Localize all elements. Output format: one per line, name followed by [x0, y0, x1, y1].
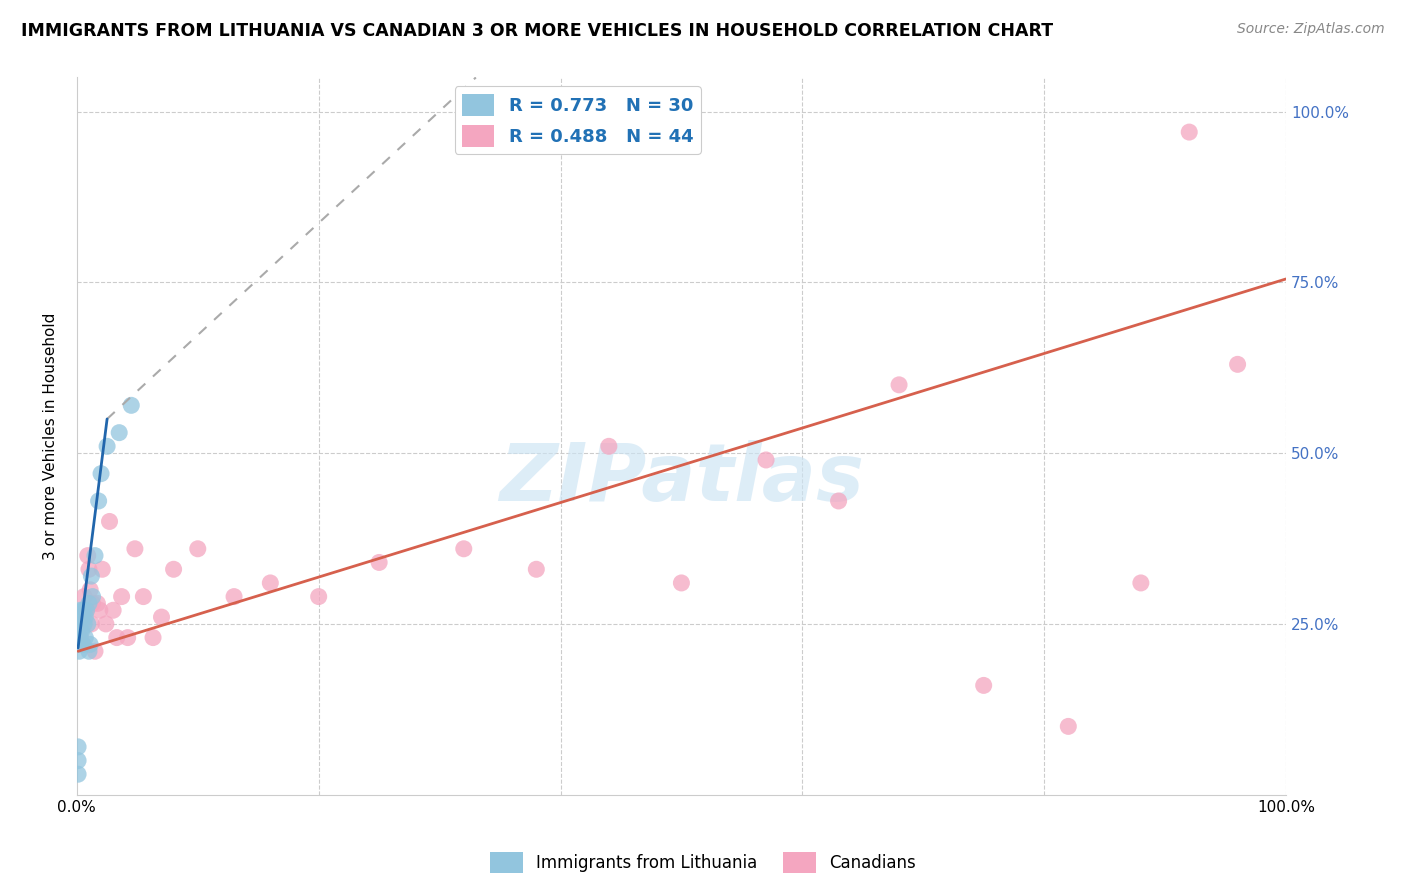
Point: [67, 644, 90, 658]
Point: [79, 637, 101, 651]
Point: [80, 569, 103, 583]
Point: [77, 644, 100, 658]
Point: [142, 631, 165, 645]
Point: [82, 590, 104, 604]
Point: [76, 549, 98, 563]
Point: [69, 624, 91, 638]
Point: [94, 616, 117, 631]
Point: [69, 631, 91, 645]
Point: [72, 637, 94, 651]
Point: [1129, 576, 1152, 591]
Point: [69, 637, 91, 651]
Legend: Immigrants from Lithuania, Canadians: Immigrants from Lithuania, Canadians: [484, 846, 922, 880]
Point: [96, 439, 118, 453]
Point: [598, 439, 620, 453]
Point: [73, 616, 96, 631]
Text: ZIPatlas: ZIPatlas: [499, 440, 863, 518]
Point: [453, 541, 475, 556]
Text: Source: ZipAtlas.com: Source: ZipAtlas.com: [1237, 22, 1385, 37]
Point: [70, 624, 93, 638]
Point: [75, 631, 97, 645]
Point: [90, 467, 112, 481]
Point: [70, 616, 93, 631]
Point: [222, 590, 245, 604]
Point: [524, 562, 547, 576]
Point: [1226, 357, 1249, 371]
Point: [108, 425, 131, 440]
Point: [120, 398, 142, 412]
Y-axis label: 3 or more Vehicles in Household: 3 or more Vehicles in Household: [44, 312, 58, 560]
Point: [1178, 125, 1201, 139]
Point: [671, 576, 693, 591]
Point: [150, 610, 173, 624]
Point: [887, 377, 910, 392]
Point: [67, 754, 90, 768]
Point: [73, 603, 96, 617]
Point: [110, 590, 132, 604]
Point: [67, 631, 90, 645]
Point: [67, 739, 90, 754]
Point: [67, 767, 90, 781]
Point: [117, 631, 139, 645]
Point: [91, 562, 114, 576]
Point: [82, 596, 104, 610]
Point: [973, 678, 995, 692]
Point: [162, 562, 184, 576]
Point: [67, 637, 90, 651]
Point: [76, 603, 98, 617]
Point: [98, 515, 121, 529]
Point: [77, 562, 100, 576]
Point: [72, 603, 94, 617]
Point: [308, 590, 330, 604]
Point: [79, 582, 101, 597]
Point: [84, 549, 107, 563]
Text: IMMIGRANTS FROM LITHUANIA VS CANADIAN 3 OR MORE VEHICLES IN HOUSEHOLD CORRELATIO: IMMIGRANTS FROM LITHUANIA VS CANADIAN 3 …: [21, 22, 1053, 40]
Point: [76, 616, 98, 631]
Point: [89, 603, 111, 617]
Point: [69, 610, 91, 624]
Point: [75, 603, 97, 617]
Point: [80, 616, 103, 631]
Point: [105, 631, 128, 645]
Legend: R = 0.773   N = 30, R = 0.488   N = 44: R = 0.773 N = 30, R = 0.488 N = 44: [454, 87, 700, 154]
Point: [84, 644, 107, 658]
Point: [132, 590, 155, 604]
Point: [69, 603, 91, 617]
Point: [87, 494, 110, 508]
Point: [368, 556, 391, 570]
Point: [86, 596, 108, 610]
Point: [187, 541, 209, 556]
Point: [70, 610, 93, 624]
Point: [77, 596, 100, 610]
Point: [124, 541, 146, 556]
Point: [72, 637, 94, 651]
Point: [259, 576, 281, 591]
Point: [73, 590, 96, 604]
Point: [101, 603, 124, 617]
Point: [755, 453, 778, 467]
Point: [827, 494, 849, 508]
Point: [76, 603, 98, 617]
Point: [75, 610, 97, 624]
Point: [1057, 719, 1080, 733]
